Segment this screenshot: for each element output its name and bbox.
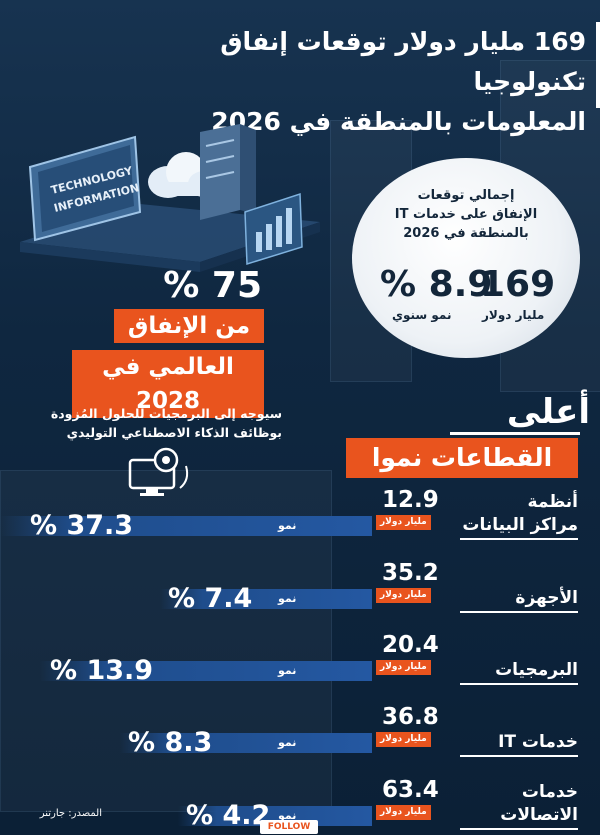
annual-growth-unit: نمو سنوي	[392, 308, 452, 322]
sector-name-line-1: أنظمة	[527, 492, 578, 512]
sector-name-line-1: خدمات	[521, 782, 578, 802]
total-spending-circle: إجمالي توقعات الإنفاق على خدمات IT بالمن…	[352, 158, 580, 358]
growth-bar	[40, 661, 372, 681]
sector-underline	[460, 755, 578, 757]
total-spending-value: 169	[480, 264, 556, 305]
growth-bar	[0, 516, 372, 536]
server-icon	[200, 124, 256, 220]
gen-ai-note: سيوجه إلى البرمجيات للحلول المُزودة بوظا…	[40, 404, 282, 442]
annual-growth-value: 8.9 %	[380, 264, 493, 305]
spending-value: 20.4	[382, 632, 439, 658]
follow-logo: FOLLOW	[260, 820, 318, 834]
growth-label: نمو	[278, 809, 297, 822]
global-share-line-1: من الإنفاق	[114, 309, 264, 343]
growth-bar	[120, 733, 372, 753]
circle-caption-line-3: بالمنطقة في 2026	[403, 226, 529, 241]
spending-unit: مليار دولار	[376, 805, 431, 820]
sector-name: البرمجيات	[495, 660, 578, 680]
technology-illustration: TECHNOLOGY INFORMATION	[20, 124, 320, 272]
spending-unit: مليار دولار	[376, 660, 431, 675]
sector-name: خدمات IT	[498, 732, 578, 752]
sector-name: الأجهزة	[515, 588, 578, 608]
sector-name: مراكز البيانات	[462, 515, 578, 535]
sector-name: الاتصالات	[500, 805, 578, 825]
monitor-icon: TECHNOLOGY INFORMATION	[28, 135, 142, 242]
growth-percent: 7.4 %	[168, 583, 253, 614]
growth-bar	[178, 806, 372, 826]
spending-value: 36.8	[382, 704, 439, 730]
spending-unit: مليار دولار	[376, 732, 431, 747]
spending-unit: مليار دولار	[376, 515, 431, 530]
growth-label: نمو	[278, 592, 297, 605]
sector-underline	[460, 683, 578, 685]
arrow-icon	[179, 465, 189, 489]
growth-label: نمو	[278, 519, 297, 532]
spending-unit: مليار دولار	[376, 588, 431, 603]
sector-underline	[460, 538, 578, 540]
circle-caption: إجمالي توقعات الإنفاق على خدمات IT بالمن…	[372, 186, 560, 243]
growth-percent: 4.2 %	[186, 800, 271, 831]
bar-chart-screen-icon	[244, 192, 303, 266]
page-title: 169 مليار دولار توقعات إنفاق تكنولوجيا ا…	[108, 22, 600, 136]
circle-caption-line-2: الإنفاق على خدمات IT	[394, 207, 538, 222]
ai-computer-icon	[128, 447, 189, 496]
source-note: المصدر: جارتنر	[39, 808, 102, 819]
sector-underline	[460, 611, 578, 613]
platform-edge	[20, 242, 200, 272]
growth-percent: 13.9 %	[50, 655, 154, 686]
growth-percent: 37.3 %	[30, 510, 134, 541]
global-share-percent: 75 %	[163, 265, 262, 306]
growth-bar	[160, 589, 372, 609]
global-share-line-2: العالمي في 2028	[72, 350, 264, 418]
spending-value: 35.2	[382, 560, 439, 586]
top-sectors-heading-line-1: أعلى	[506, 392, 590, 432]
note-line-2: بوظائف الذكاء الاصطناعي التوليدي	[66, 425, 282, 440]
heading-underline	[450, 432, 580, 435]
spending-value: 63.4	[382, 777, 439, 803]
title-line-1: 169 مليار دولار توقعات إنفاق تكنولوجيا	[220, 27, 586, 96]
total-spending-unit: مليار دولار	[482, 308, 545, 322]
sector-underline	[460, 828, 578, 830]
note-line-1: سيوجه إلى البرمجيات للحلول المُزودة	[50, 406, 282, 421]
top-sectors-heading-line-2: القطاعات نموا	[346, 438, 578, 478]
spending-value: 12.9	[382, 487, 439, 513]
growth-label: نمو	[278, 736, 297, 749]
circle-caption-line-1: إجمالي توقعات	[417, 188, 515, 203]
growth-percent: 8.3 %	[128, 727, 213, 758]
growth-label: نمو	[278, 664, 297, 677]
